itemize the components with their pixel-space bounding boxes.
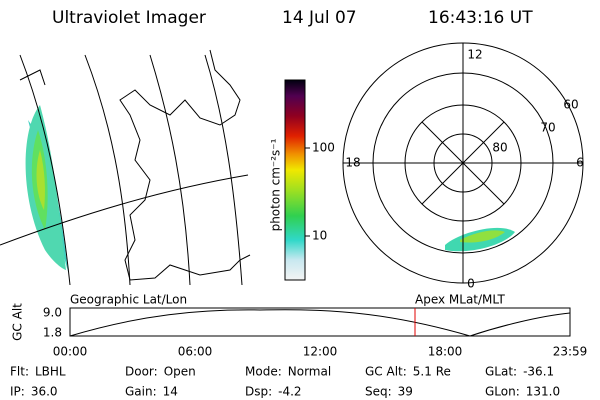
geographic-map	[0, 49, 251, 286]
field-label: Gain:	[125, 385, 157, 399]
orbit-x-tick: 00:00	[53, 345, 88, 359]
field-value: LBHL	[35, 365, 66, 379]
field-value: 36.0	[31, 385, 58, 399]
lat-label: 70	[540, 121, 555, 135]
orbit-frame	[69, 307, 571, 337]
mlt-label: 6	[576, 156, 584, 170]
field-label: GLat:	[485, 365, 517, 379]
field-label: GLon:	[485, 385, 520, 399]
time: 16:43:16 UT	[428, 8, 533, 28]
title: Ultraviolet Imager	[52, 8, 206, 28]
colorbar-tick-label: 100	[312, 141, 335, 155]
field-label: Mode:	[245, 365, 282, 379]
mlt-label: 12	[467, 48, 482, 62]
field-label: GC Alt:	[365, 365, 407, 379]
field-label: Seq:	[365, 385, 392, 399]
field-value: 39	[398, 385, 413, 399]
field-label: Door:	[125, 365, 158, 379]
colorbar-label: photon cm⁻²s⁻¹	[269, 138, 283, 231]
colorbar	[284, 79, 306, 281]
lat-label: 80	[492, 141, 507, 155]
orbit-y-label: GC Alt	[11, 303, 25, 341]
orbit-y-tick: 1.8	[43, 326, 62, 340]
field-value: 5.1 Re	[413, 365, 451, 379]
field-label: Dsp:	[245, 385, 272, 399]
orbit-x-tick: 06:00	[178, 345, 213, 359]
orbit-x-tick: 18:00	[428, 345, 463, 359]
orbit-curve	[69, 309, 571, 337]
lat-label: 60	[563, 98, 578, 112]
field-value: -4.2	[278, 385, 301, 399]
orbit-left-label: Geographic Lat/Lon	[70, 293, 187, 307]
polar-plot	[342, 42, 584, 284]
mlt-label: 18	[345, 156, 360, 170]
field-value: 131.0	[526, 385, 560, 399]
mlt-label: 0	[467, 277, 475, 291]
field-value: -36.1	[523, 365, 554, 379]
orbit-x-tick: 12:00	[303, 345, 338, 359]
date: 14 Jul 07	[282, 8, 357, 28]
field-label: IP:	[10, 385, 25, 399]
field-value: Normal	[288, 365, 331, 379]
colorbar-tick-label: 10	[312, 229, 327, 243]
field-label: Flt:	[10, 365, 29, 379]
field-value: Open	[164, 365, 196, 379]
orbit-y-tick: 9.0	[43, 306, 62, 320]
orbit-right-label: Apex MLat/MLT	[415, 293, 505, 307]
field-value: 14	[163, 385, 178, 399]
orbit-x-tick: 23:59	[553, 345, 588, 359]
